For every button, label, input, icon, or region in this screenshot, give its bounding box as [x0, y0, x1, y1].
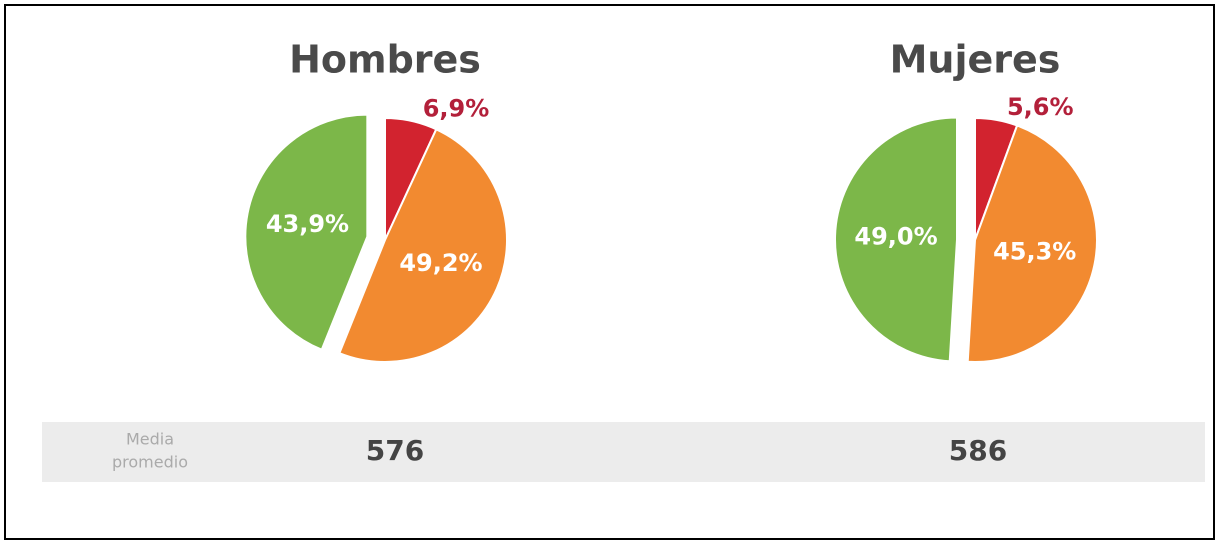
slice-label: 49,2%	[399, 249, 482, 277]
summary-value: 586	[949, 434, 1007, 467]
pie-slice	[966, 124, 1098, 363]
summary-band	[42, 422, 1205, 482]
summary-label: Media	[126, 430, 174, 449]
slice-label: 45,3%	[993, 237, 1076, 265]
slice-label: 49,0%	[854, 223, 937, 251]
slice-label: 43,9%	[266, 210, 349, 238]
pie-slice	[834, 116, 959, 363]
summary-label: promedio	[112, 453, 188, 472]
pie-slice	[244, 113, 369, 352]
chart-title: Mujeres	[890, 38, 1061, 82]
summary-value: 576	[366, 434, 424, 467]
slice-label: 5,6%	[1007, 93, 1074, 121]
slice-label: 6,9%	[423, 94, 490, 122]
pie-slice	[338, 127, 508, 363]
chart-title: Hombres	[289, 38, 481, 82]
